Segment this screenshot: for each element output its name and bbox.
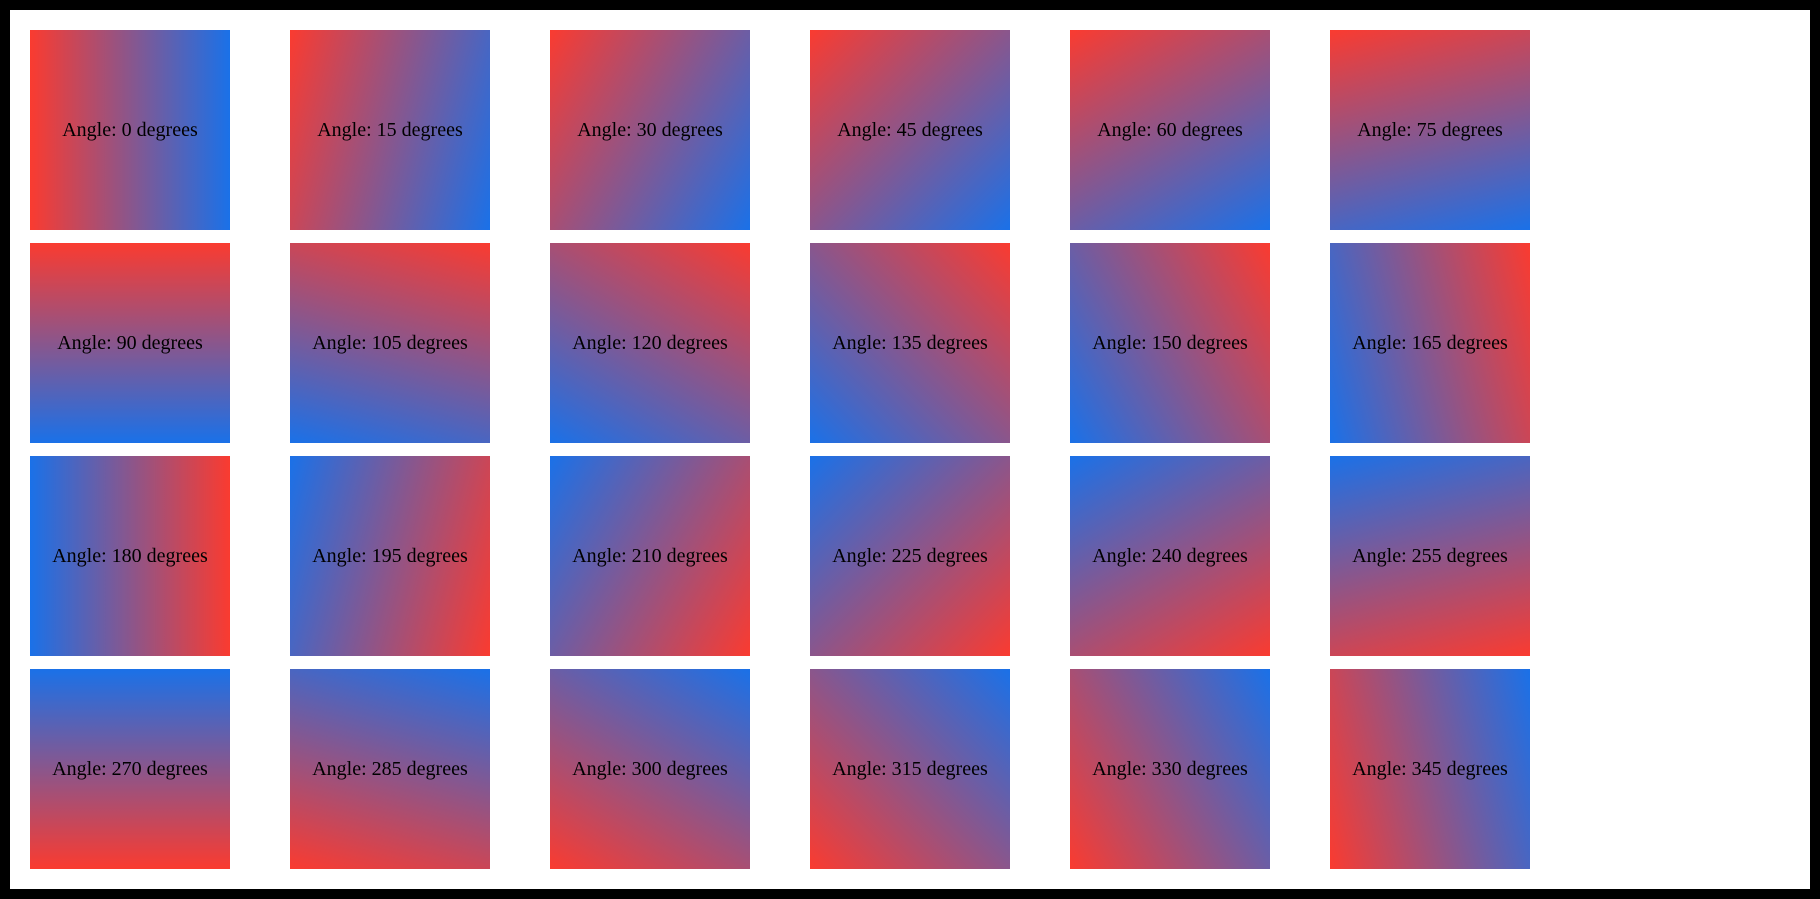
tile-angle-label: Angle: 315 degrees bbox=[832, 758, 988, 780]
tile-angle-label: Angle: 180 degrees bbox=[52, 545, 208, 567]
tile-angle-label: Angle: 75 degrees bbox=[1357, 119, 1503, 141]
gradient-tile: Angle: 120 degrees bbox=[550, 243, 750, 443]
gradient-tile: Angle: 195 degrees bbox=[290, 456, 490, 656]
tile-angle-label: Angle: 90 degrees bbox=[57, 332, 203, 354]
tile-angle-label: Angle: 210 degrees bbox=[572, 545, 728, 567]
gradient-tile: Angle: 285 degrees bbox=[290, 669, 490, 869]
tile-angle-label: Angle: 120 degrees bbox=[572, 332, 728, 354]
tile-angle-label: Angle: 0 degrees bbox=[62, 119, 198, 141]
gradient-tile: Angle: 90 degrees bbox=[30, 243, 230, 443]
gradient-tile: Angle: 60 degrees bbox=[1070, 30, 1270, 230]
tile-angle-label: Angle: 135 degrees bbox=[832, 332, 988, 354]
tile-angle-label: Angle: 15 degrees bbox=[317, 119, 463, 141]
gradient-tile: Angle: 210 degrees bbox=[550, 456, 750, 656]
gradient-tile: Angle: 240 degrees bbox=[1070, 456, 1270, 656]
tile-angle-label: Angle: 255 degrees bbox=[1352, 545, 1508, 567]
tile-angle-label: Angle: 165 degrees bbox=[1352, 332, 1508, 354]
gradient-tile: Angle: 15 degrees bbox=[290, 30, 490, 230]
tile-angle-label: Angle: 150 degrees bbox=[1092, 332, 1248, 354]
gradient-tile: Angle: 255 degrees bbox=[1330, 456, 1530, 656]
gradient-tile: Angle: 180 degrees bbox=[30, 456, 230, 656]
tile-angle-label: Angle: 60 degrees bbox=[1097, 119, 1243, 141]
tile-grid: Angle: 0 degrees Angle: 15 degrees Angle: … bbox=[30, 30, 1790, 869]
gradient-tile: Angle: 75 degrees bbox=[1330, 30, 1530, 230]
gradient-tile: Angle: 165 degrees bbox=[1330, 243, 1530, 443]
tile-angle-label: Angle: 270 degrees bbox=[52, 758, 208, 780]
gradient-tile: Angle: 330 degrees bbox=[1070, 669, 1270, 869]
tile-angle-label: Angle: 105 degrees bbox=[312, 332, 468, 354]
tile-angle-label: Angle: 285 degrees bbox=[312, 758, 468, 780]
gradient-tile: Angle: 30 degrees bbox=[550, 30, 750, 230]
gradient-tile: Angle: 0 degrees bbox=[30, 30, 230, 230]
tile-angle-label: Angle: 345 degrees bbox=[1352, 758, 1508, 780]
gradient-tile: Angle: 135 degrees bbox=[810, 243, 1010, 443]
tile-angle-label: Angle: 225 degrees bbox=[832, 545, 988, 567]
gradient-tile: Angle: 45 degrees bbox=[810, 30, 1010, 230]
gradient-tile: Angle: 105 degrees bbox=[290, 243, 490, 443]
gradient-tile: Angle: 300 degrees bbox=[550, 669, 750, 869]
gradient-tile: Angle: 150 degrees bbox=[1070, 243, 1270, 443]
gradient-tile: Angle: 345 degrees bbox=[1330, 669, 1530, 869]
gradient-tile: Angle: 225 degrees bbox=[810, 456, 1010, 656]
tile-angle-label: Angle: 240 degrees bbox=[1092, 545, 1248, 567]
tile-angle-label: Angle: 330 degrees bbox=[1092, 758, 1248, 780]
tile-angle-label: Angle: 30 degrees bbox=[577, 119, 723, 141]
tile-angle-label: Angle: 45 degrees bbox=[837, 119, 983, 141]
tile-angle-label: Angle: 195 degrees bbox=[312, 545, 468, 567]
gradient-tile: Angle: 315 degrees bbox=[810, 669, 1010, 869]
gradient-tile: Angle: 270 degrees bbox=[30, 669, 230, 869]
tile-angle-label: Angle: 300 degrees bbox=[572, 758, 728, 780]
